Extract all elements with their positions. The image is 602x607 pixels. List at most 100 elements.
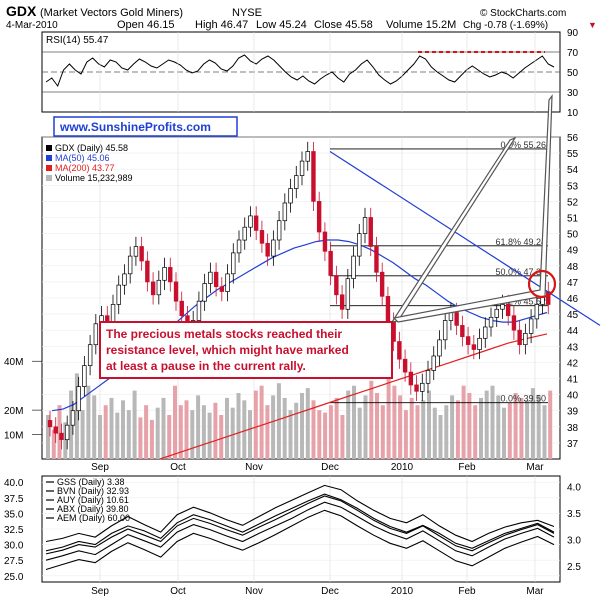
- price-x-label: Oct: [170, 462, 186, 473]
- candle-body: [420, 382, 425, 392]
- volume-bar: [484, 390, 489, 459]
- price-tick-label: 50: [567, 230, 579, 241]
- volume-bar: [479, 397, 483, 459]
- volume-bar: [271, 395, 276, 459]
- volume-bar: [375, 393, 379, 459]
- candle-body: [517, 329, 522, 346]
- candle-body: [339, 294, 345, 310]
- candle-body: [311, 151, 316, 202]
- volume-bar: [173, 385, 177, 459]
- price-tick-label: 53: [567, 181, 579, 192]
- candle-body: [64, 424, 70, 441]
- volume-bar: [126, 410, 131, 459]
- volume-bar: [369, 380, 374, 459]
- candle-body: [471, 344, 477, 350]
- candle-body: [213, 271, 219, 288]
- candle-body: [305, 151, 310, 162]
- volume-bar: [132, 390, 137, 459]
- volume-bar: [427, 390, 431, 459]
- volume-bar: [432, 407, 437, 459]
- volume-bar: [109, 397, 114, 459]
- watermark-text: www.SunshineProfits.com: [59, 120, 211, 134]
- candle-body: [236, 239, 242, 254]
- volume-bar: [259, 385, 264, 459]
- peers-right-tick-label: 3.5: [567, 509, 581, 520]
- peers-x-label: Nov: [245, 586, 263, 597]
- candle-body: [168, 267, 173, 283]
- price-tick-label: 45: [567, 310, 579, 321]
- peers-x-label: Feb: [458, 586, 476, 597]
- volume-bar: [473, 405, 478, 459]
- candle-body: [127, 255, 133, 275]
- candle-body: [442, 320, 448, 341]
- candle-body: [219, 286, 225, 292]
- price-legend-label: GDX (Daily) 45.58: [55, 143, 128, 153]
- peers-left-tick-label: 35.0: [4, 509, 24, 520]
- volume-bar: [80, 410, 85, 459]
- candle-body: [511, 315, 517, 331]
- volume-bar: [103, 405, 108, 459]
- candle-body: [334, 275, 339, 296]
- peers-left-tick-label: 25.0: [4, 572, 24, 583]
- price-tick-label: 42: [567, 358, 579, 369]
- candle-body: [448, 312, 454, 321]
- peers-right-tick-label: 3.0: [567, 536, 581, 547]
- candle-body: [276, 220, 282, 241]
- candle-body: [231, 252, 236, 275]
- volume-bar: [86, 385, 91, 459]
- quote-close: Close 45.58: [314, 19, 373, 31]
- volume-bar: [548, 390, 553, 459]
- candle-body: [145, 260, 150, 283]
- price-tick-label: 40: [567, 391, 579, 402]
- price-x-label: Nov: [245, 462, 263, 473]
- peers-legend-label: BVN (Daily) 32.93: [57, 486, 129, 496]
- candle-body: [225, 273, 230, 292]
- candle-body: [505, 304, 511, 317]
- volume-bar: [219, 415, 224, 459]
- price-legend-label: Volume 15,232,989: [55, 173, 133, 183]
- candle-body: [528, 318, 534, 334]
- candle-body: [208, 271, 213, 284]
- candle-body: [139, 246, 144, 262]
- volume-bar: [502, 407, 506, 459]
- candle-body: [87, 344, 93, 366]
- volume-bar: [51, 429, 56, 459]
- candle-body: [460, 325, 465, 338]
- price-tick-label: 37: [567, 439, 579, 450]
- rsi-series-line: [45, 54, 555, 88]
- quote-open: Open 46.15: [117, 19, 175, 31]
- volume-bar: [467, 393, 472, 459]
- price-legend-label: MA(200) 43.77: [55, 163, 115, 173]
- candle-body: [271, 239, 276, 257]
- volume-bar: [288, 410, 293, 459]
- price-x-label: Sep: [91, 462, 109, 473]
- candle-body: [437, 339, 442, 357]
- fib-level-label: 38.2% 45.52: [495, 297, 546, 307]
- candle-body: [362, 217, 368, 234]
- peers-x-label: Dec: [321, 586, 339, 597]
- volume-bar: [230, 407, 235, 459]
- volume-bar: [178, 405, 183, 459]
- candle-body: [253, 215, 259, 231]
- volume-bar: [184, 400, 189, 459]
- peer-series-line: [45, 501, 555, 561]
- legend-swatch: [46, 145, 52, 151]
- price-legend-label: MA(50) 45.06: [55, 153, 110, 163]
- volume-bar: [121, 400, 125, 459]
- volume-bar: [201, 405, 206, 459]
- candle-body: [357, 233, 362, 257]
- volume-bar: [334, 397, 339, 459]
- peers-left-tick-label: 40.0: [4, 478, 24, 489]
- volume-bar: [207, 412, 212, 459]
- peer-series-line: [45, 495, 555, 555]
- volume-bar: [282, 397, 287, 459]
- price-tick-label: 41: [567, 375, 579, 386]
- volume-bar: [225, 397, 229, 459]
- candle-body: [173, 281, 179, 302]
- annotation-line-3: at least a pause in the current rally.: [106, 359, 306, 373]
- candle-body: [162, 267, 167, 281]
- volume-bar: [415, 405, 420, 459]
- rsi-title: RSI(14) 55.47: [46, 35, 109, 46]
- volume-bar: [63, 422, 68, 459]
- peers-right-tick-label: 4.0: [567, 483, 581, 494]
